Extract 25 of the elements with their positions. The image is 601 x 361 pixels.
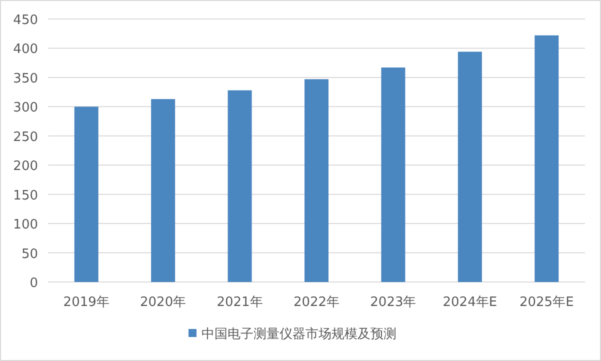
x-tick-label: 2022年 xyxy=(293,295,340,310)
x-tick-label: 2025年E xyxy=(519,295,574,310)
y-tick-label: 350 xyxy=(13,71,38,86)
x-tick-label: 2021年 xyxy=(216,295,263,310)
bar xyxy=(381,68,406,282)
y-tick-label: 200 xyxy=(13,159,38,174)
bar xyxy=(228,90,252,282)
y-tick-label: 150 xyxy=(13,188,38,204)
y-tick-label: 450 xyxy=(13,13,38,28)
x-tick-label: 2023年 xyxy=(370,295,416,310)
x-tick-label: 2024年E xyxy=(442,295,498,310)
bar xyxy=(304,79,328,282)
y-tick-label: 50 xyxy=(21,246,38,262)
bar xyxy=(534,35,559,282)
bar xyxy=(151,99,176,282)
y-tick-label: 250 xyxy=(13,130,38,145)
bar xyxy=(458,52,482,282)
legend-label: 中国电子测量仪器市场规模及预测 xyxy=(202,327,396,342)
y-tick-label: 100 xyxy=(13,218,38,233)
y-tick-label: 400 xyxy=(13,42,38,58)
x-tick-label: 2019年 xyxy=(63,295,110,310)
x-tick-label: 2020年 xyxy=(140,295,186,310)
y-tick-label: 0 xyxy=(30,276,38,291)
bar xyxy=(74,106,98,282)
y-tick-label: 300 xyxy=(13,100,38,116)
